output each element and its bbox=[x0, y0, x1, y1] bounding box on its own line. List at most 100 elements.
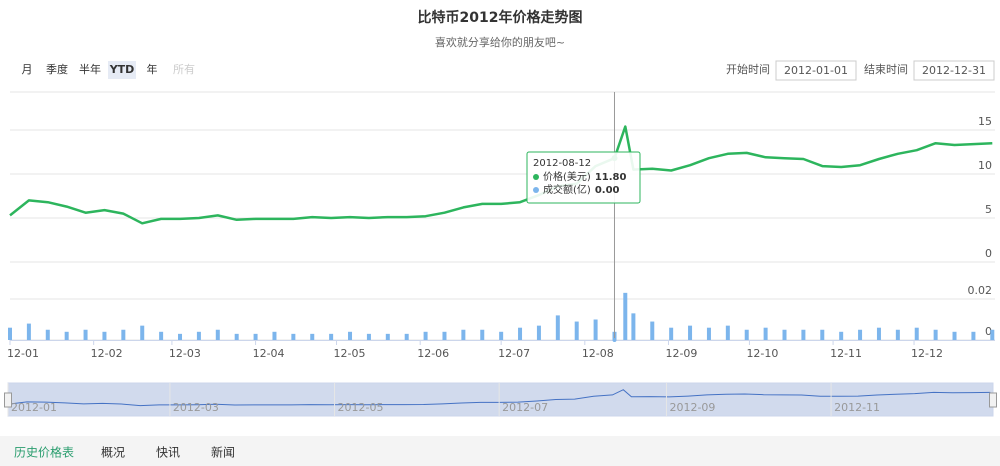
volume-bar bbox=[669, 327, 674, 340]
end-input[interactable] bbox=[913, 60, 995, 81]
start-date[interactable]: 2012-01-01 bbox=[784, 64, 848, 77]
volume-bar bbox=[215, 329, 220, 340]
volume-bar bbox=[876, 327, 881, 340]
hover-point bbox=[612, 338, 617, 342]
volume-bar bbox=[8, 327, 12, 340]
volume-bar bbox=[64, 331, 69, 340]
volume-bar bbox=[623, 292, 628, 340]
volume-bar bbox=[782, 329, 787, 340]
volume-bar bbox=[688, 325, 693, 340]
range-button[interactable]: 月 bbox=[22, 63, 33, 76]
range-button[interactable]: 季度 bbox=[46, 62, 68, 76]
range-button-bg bbox=[108, 61, 136, 79]
volume-bar bbox=[536, 325, 541, 340]
x-tick-label: 12-01 bbox=[7, 347, 39, 360]
volume-bar bbox=[971, 331, 976, 340]
tooltip-item: 成交额(亿) 0.00 bbox=[543, 183, 620, 196]
x-tick-label: 12-07 bbox=[498, 347, 530, 360]
navigator-label: 2012-11 bbox=[834, 401, 880, 414]
x-tick-label: 12-03 bbox=[169, 347, 201, 360]
volume-bar bbox=[83, 329, 88, 340]
end-label: 结束时间 bbox=[864, 63, 908, 76]
navigator-handle[interactable] bbox=[989, 392, 997, 408]
navigator-label: 2012-01 bbox=[11, 401, 57, 414]
volume-bar bbox=[706, 327, 711, 340]
tab[interactable]: 概况 bbox=[101, 446, 125, 460]
navigator-label: 2012-03 bbox=[173, 401, 219, 414]
tab[interactable]: 历史价格表 bbox=[14, 445, 74, 460]
volume-bar bbox=[480, 329, 485, 340]
volume-bar bbox=[518, 327, 523, 340]
volume-bar bbox=[272, 331, 277, 340]
tooltip-box bbox=[526, 151, 641, 204]
x-tick-label: 12-09 bbox=[665, 347, 697, 360]
tooltip-date: 2012-08-12 bbox=[533, 158, 591, 169]
volume-bar bbox=[178, 333, 183, 340]
volume-bar bbox=[499, 331, 504, 340]
volume-bar bbox=[253, 333, 258, 340]
range-button[interactable]: 半年 bbox=[79, 62, 101, 76]
volume-bar bbox=[366, 333, 371, 340]
volume-bar bbox=[442, 331, 447, 340]
tab[interactable]: 新闻 bbox=[211, 445, 235, 460]
start-label: 开始时间 bbox=[726, 62, 770, 76]
volume-bar bbox=[895, 329, 900, 340]
range-button[interactable]: 年 bbox=[147, 62, 158, 76]
tooltip-value: 11.80 bbox=[595, 172, 627, 183]
volume-bar bbox=[404, 333, 409, 340]
x-tick-label: 12-10 bbox=[746, 347, 778, 360]
volume-bar bbox=[763, 327, 768, 340]
volume-bar bbox=[933, 329, 938, 340]
volume-bar bbox=[45, 329, 50, 340]
end-date[interactable]: 2012-12-31 bbox=[922, 64, 986, 77]
volume-bar bbox=[574, 321, 579, 340]
tooltip-value: 0.00 bbox=[595, 185, 620, 196]
tooltip-dot bbox=[533, 187, 539, 193]
y-tick-label: 5 bbox=[985, 203, 992, 216]
x-tick-label: 12-12 bbox=[911, 347, 943, 360]
series-name: 价格(美元) bbox=[543, 170, 591, 183]
y2-tick-label: 0.02 bbox=[968, 284, 993, 297]
volume-bar bbox=[121, 329, 126, 340]
x-tick-label: 12-08 bbox=[582, 347, 614, 360]
navigator-handle[interactable] bbox=[4, 392, 12, 408]
volume-bar bbox=[744, 329, 749, 340]
navigator-line bbox=[7, 389, 991, 407]
x-tick-label: 12-05 bbox=[334, 347, 366, 360]
volume-bar bbox=[650, 321, 655, 340]
volume-bar bbox=[990, 329, 995, 340]
navigator-label: 2012-09 bbox=[669, 401, 715, 414]
volume-bar bbox=[820, 329, 825, 340]
navigator-mask bbox=[7, 382, 994, 417]
range-button: 所有 bbox=[173, 62, 195, 76]
y2-tick-label: 0 bbox=[985, 325, 992, 338]
volume-bar bbox=[310, 333, 315, 340]
volume-bar bbox=[801, 329, 806, 340]
volume-bar bbox=[593, 319, 598, 340]
volume-bar bbox=[329, 333, 334, 340]
volume-bar bbox=[631, 313, 636, 340]
volume-bar bbox=[858, 329, 863, 340]
navigator-label: 2012-05 bbox=[338, 401, 384, 414]
volume-bar bbox=[159, 331, 164, 340]
volume-bar bbox=[461, 329, 466, 340]
y-tick-label: 10 bbox=[978, 159, 992, 172]
tab[interactable]: 快讯 bbox=[156, 446, 180, 460]
x-tick-label: 12-04 bbox=[253, 347, 285, 360]
start-input[interactable] bbox=[775, 60, 857, 81]
volume-bar bbox=[914, 327, 919, 340]
price-line bbox=[9, 125, 993, 225]
volume-bar bbox=[140, 325, 145, 340]
volume-bar bbox=[423, 331, 428, 340]
volume-bar bbox=[291, 333, 296, 340]
x-tick-label: 12-06 bbox=[417, 347, 449, 360]
volume-bar bbox=[196, 331, 201, 340]
volume-bar bbox=[348, 331, 353, 340]
range-button[interactable]: YTD bbox=[109, 63, 135, 76]
y-tick-label: 0 bbox=[985, 247, 992, 260]
tab-bar bbox=[0, 436, 1000, 466]
volume-bar bbox=[839, 331, 844, 340]
volume-bar bbox=[26, 323, 31, 340]
